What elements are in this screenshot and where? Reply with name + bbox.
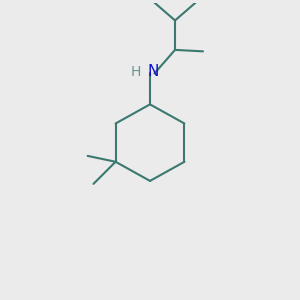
Text: H: H [131,65,141,79]
Text: N: N [148,64,159,80]
